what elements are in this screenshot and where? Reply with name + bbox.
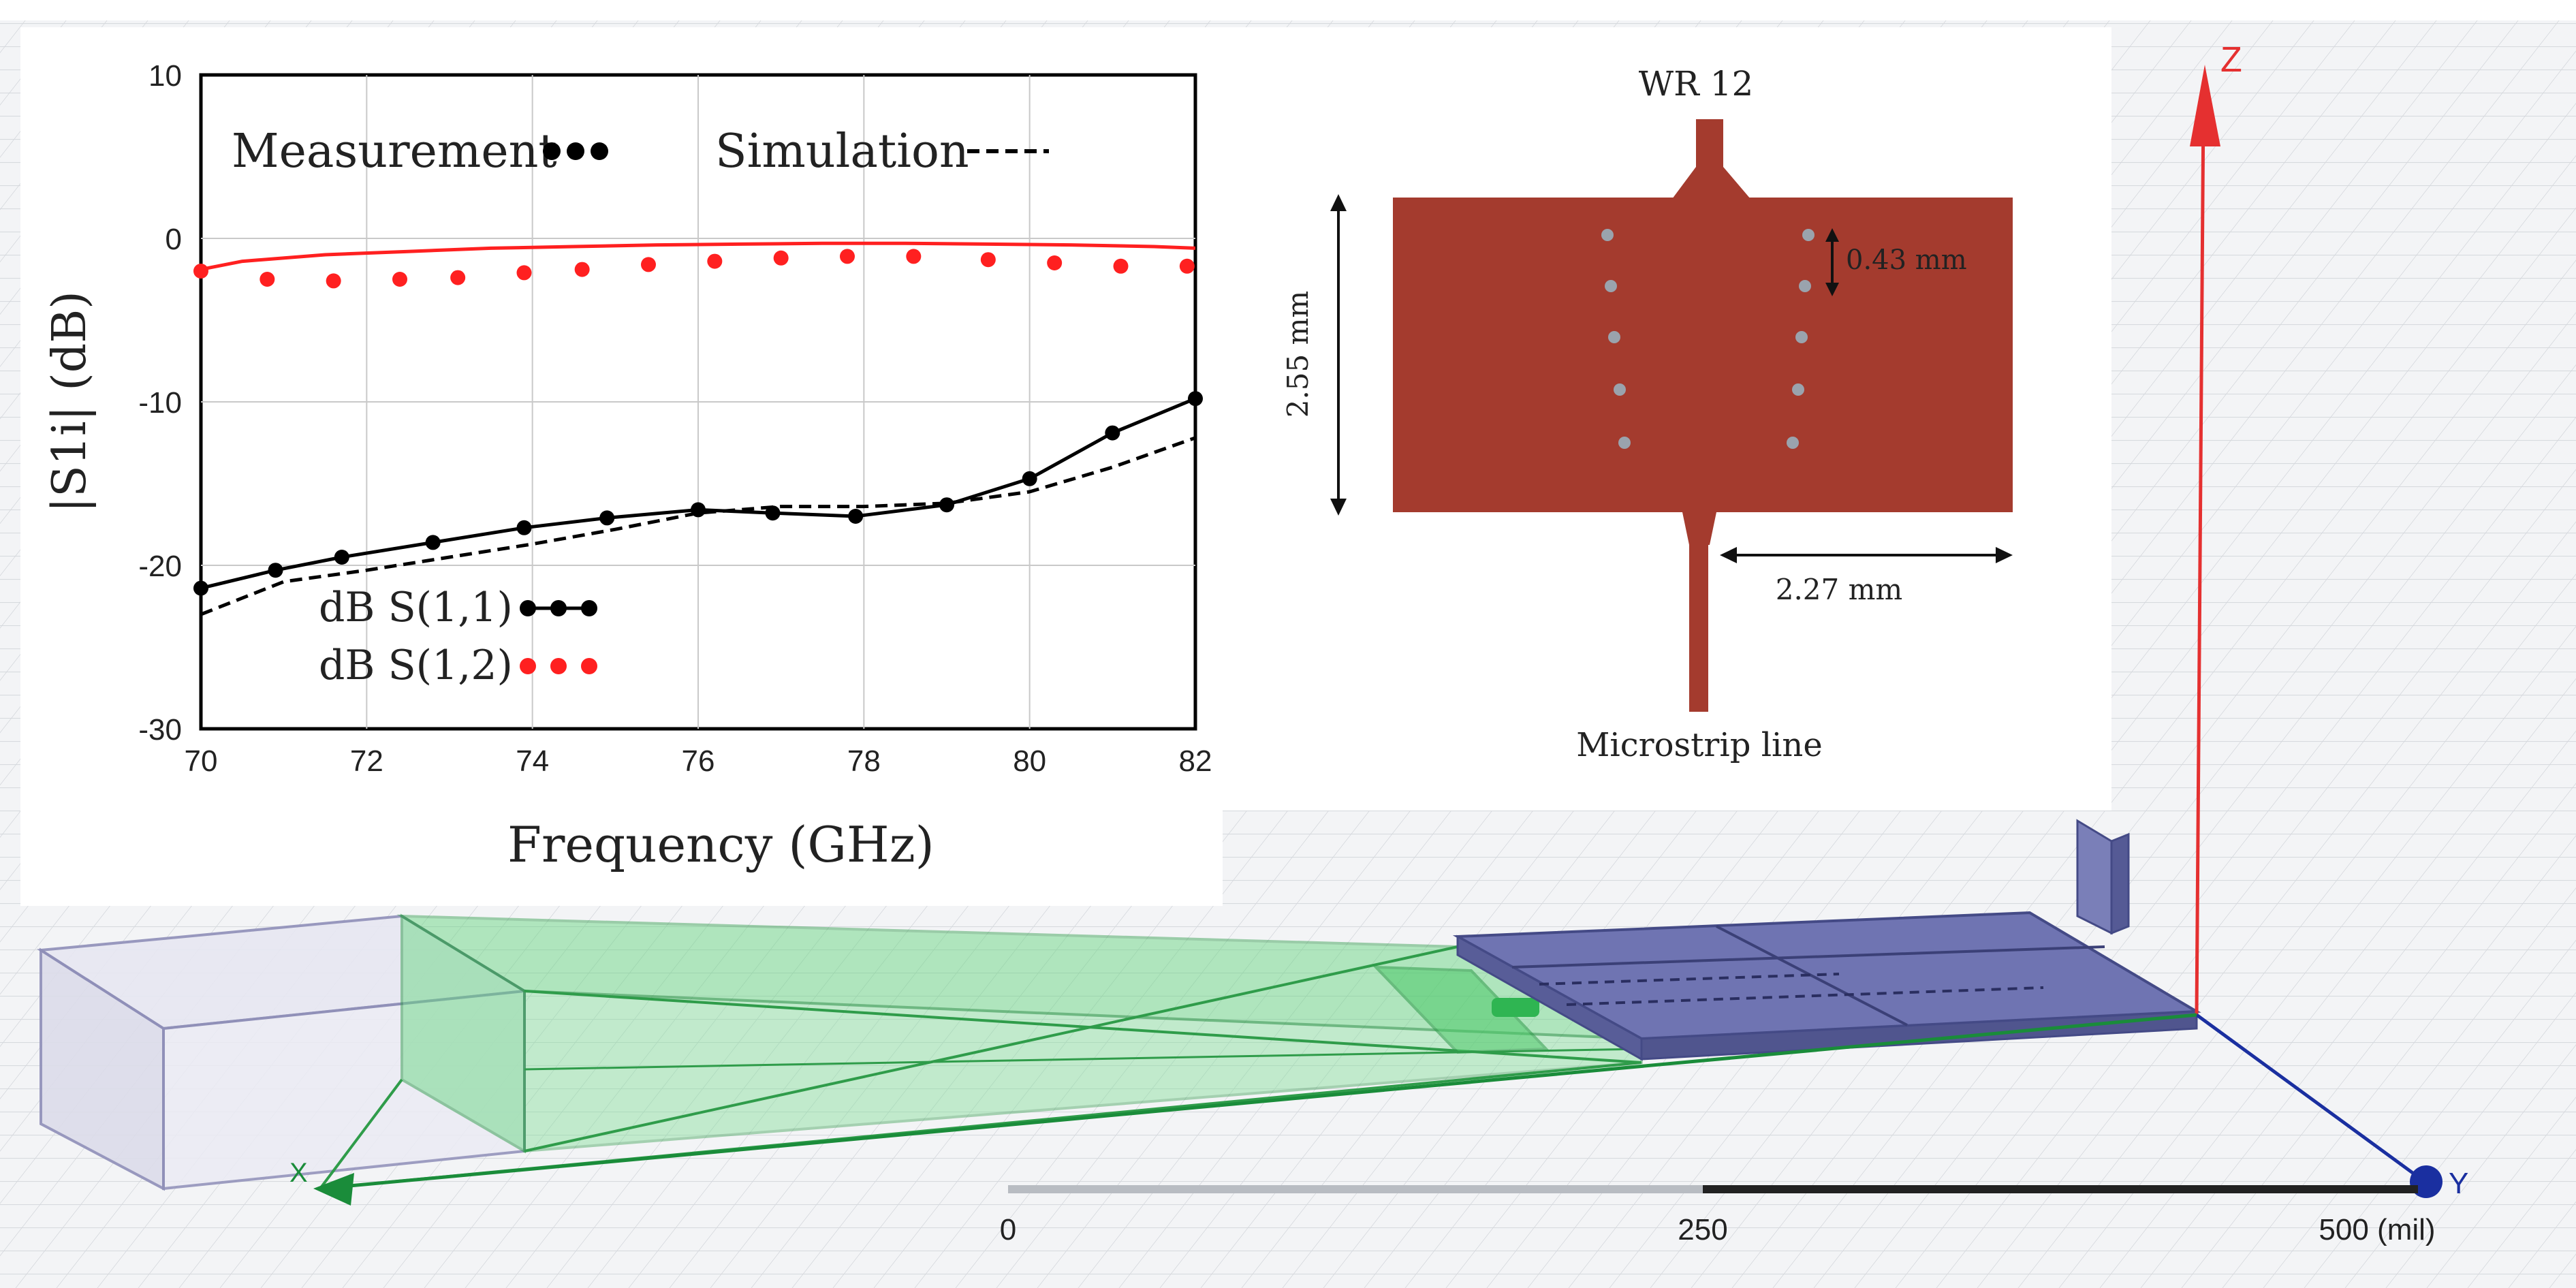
series-0-point-2 bbox=[334, 550, 349, 565]
series-2-point-2 bbox=[326, 273, 341, 289]
x-axis-label: X bbox=[289, 1158, 308, 1188]
series-2-point-1 bbox=[260, 272, 275, 287]
patch-body bbox=[1393, 198, 2013, 512]
y-tick--30: -30 bbox=[138, 713, 182, 747]
x-tick-72: 72 bbox=[350, 744, 383, 778]
series-2-point-9 bbox=[773, 250, 789, 266]
y-tick-0: 0 bbox=[166, 223, 182, 256]
chart-grid bbox=[201, 75, 1195, 729]
x-tick-76: 76 bbox=[682, 744, 715, 778]
height-dimension: 2.55 mm bbox=[1281, 194, 1347, 516]
scale-tick-500: 500 (mil) bbox=[2319, 1213, 2435, 1246]
z-axis-arrow bbox=[2190, 65, 2220, 146]
microstrip-taper bbox=[1682, 512, 1716, 545]
x-axis-arrow bbox=[313, 1173, 354, 1206]
x-tick-74: 74 bbox=[516, 744, 549, 778]
y-axis-title: |S1i| (dB) bbox=[43, 291, 97, 513]
waveguide-feed bbox=[1696, 119, 1723, 167]
series-0-point-8 bbox=[848, 509, 864, 524]
legend-s12-label: dB S(1,2) bbox=[319, 642, 513, 689]
series-0-point-0 bbox=[193, 580, 208, 596]
series-1-line bbox=[200, 436, 1196, 616]
scale-tick-0: 0 bbox=[1000, 1213, 1016, 1246]
x-tick-78: 78 bbox=[847, 744, 881, 778]
series-0-point-12 bbox=[1188, 391, 1203, 407]
width-dimension: 2.27 mm bbox=[1720, 547, 2013, 606]
series-0-point-5 bbox=[599, 510, 615, 526]
series-3-line bbox=[200, 241, 1196, 272]
series-0-point-11 bbox=[1105, 425, 1120, 441]
series-2-point-0 bbox=[193, 264, 208, 279]
x-axis bbox=[319, 1013, 2197, 1191]
green-transition bbox=[319, 913, 1643, 1190]
series-2-point-13 bbox=[1047, 255, 1063, 270]
series-0-point-7 bbox=[765, 505, 781, 521]
series-2-point-5 bbox=[516, 265, 532, 281]
series-2-point-12 bbox=[980, 252, 996, 268]
series-0-point-4 bbox=[516, 520, 532, 535]
series-2-point-8 bbox=[707, 253, 723, 269]
via-row-right bbox=[1787, 229, 1815, 449]
y-tick-10: 10 bbox=[148, 59, 182, 93]
sparam-chart: 70 72 74 76 78 80 82 10 0 -10 -20 -30 Frequency (GH… bbox=[20, 27, 1223, 906]
coordinate-axes: Z Y X bbox=[289, 40, 2468, 1206]
series-2-point-4 bbox=[450, 270, 466, 285]
chart-ticks: 70 72 74 76 78 80 82 10 0 -10 -20 -30 bbox=[138, 59, 1212, 778]
legend-s11-label: dB S(1,1) bbox=[319, 584, 513, 631]
feed-taper bbox=[1672, 167, 1750, 199]
microstrip-label: Microstrip line bbox=[1576, 726, 1822, 764]
x-tick-82: 82 bbox=[1179, 744, 1212, 778]
scale-tick-250: 250 bbox=[1678, 1213, 1727, 1246]
microstrip-line bbox=[1689, 541, 1708, 712]
scale-bar: 0 250 500 (mil) bbox=[1000, 1185, 2436, 1246]
x-tick-70: 70 bbox=[185, 744, 218, 778]
series-0-point-1 bbox=[268, 563, 283, 578]
via-spacing-dimension: 0.43 mm bbox=[1825, 228, 1967, 296]
patch-structure bbox=[1393, 119, 2013, 712]
series-2-point-11 bbox=[906, 249, 922, 264]
series-0-point-3 bbox=[425, 535, 441, 550]
legend-measurement-label: Measurement bbox=[232, 125, 557, 178]
series-2-point-10 bbox=[840, 249, 855, 264]
series-2-point-6 bbox=[574, 262, 590, 277]
series-0-point-9 bbox=[939, 497, 954, 513]
chart-series bbox=[193, 241, 1203, 616]
legend-simulation-label: Simulation bbox=[715, 125, 969, 178]
legend-s11-marker bbox=[520, 600, 597, 616]
antenna-inset: WR 12 0.43 mm bbox=[1223, 27, 2111, 811]
x-axis-title: Frequency (GHz) bbox=[507, 816, 934, 873]
via-spacing-label: 0.43 mm bbox=[1846, 245, 1967, 276]
height-label: 2.55 mm bbox=[1281, 291, 1315, 418]
legend-s12-marker bbox=[520, 658, 597, 674]
series-2-point-15 bbox=[1179, 258, 1195, 274]
z-axis bbox=[2195, 105, 2205, 1016]
x-tick-80: 80 bbox=[1013, 744, 1046, 778]
series-2-point-3 bbox=[392, 272, 407, 287]
y-tick--20: -20 bbox=[138, 550, 182, 583]
y-axis-label: Y bbox=[2449, 1167, 2468, 1200]
pcb-board bbox=[1452, 819, 2201, 1061]
series-2-point-7 bbox=[641, 257, 656, 272]
series-2-point-14 bbox=[1113, 258, 1129, 274]
y-axis bbox=[2195, 1013, 2426, 1184]
legend-measurement-marker bbox=[543, 142, 608, 160]
width-label: 2.27 mm bbox=[1776, 573, 1903, 606]
via-row-left bbox=[1601, 229, 1631, 449]
wr12-label: WR 12 bbox=[1639, 64, 1754, 104]
y-tick--10: -10 bbox=[138, 386, 182, 420]
series-0-point-10 bbox=[1022, 471, 1037, 486]
z-axis-label: Z bbox=[2220, 40, 2242, 80]
